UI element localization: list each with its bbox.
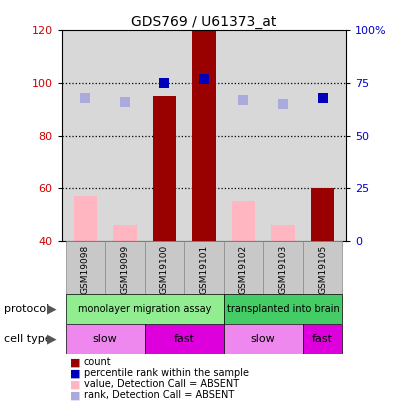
Bar (66, 241, 105, 294)
Text: value, Detection Call = ABSENT: value, Detection Call = ABSENT (84, 379, 239, 389)
Text: ■: ■ (70, 379, 80, 389)
Title: GDS769 / U61373_at: GDS769 / U61373_at (131, 15, 277, 29)
Text: slow: slow (93, 334, 117, 344)
Bar (224, 294, 342, 324)
Bar (105, 241, 145, 294)
Text: count: count (84, 358, 111, 367)
Bar (145, 241, 184, 294)
Bar (113, 225, 137, 241)
Bar (74, 196, 97, 241)
Bar (224, 324, 303, 354)
Bar (184, 241, 224, 294)
Text: cell type: cell type (4, 334, 52, 344)
Bar (224, 241, 263, 294)
Text: monolayer migration assay: monolayer migration assay (78, 304, 211, 314)
Bar (66, 294, 224, 324)
Bar (263, 241, 303, 294)
Text: slow: slow (251, 334, 276, 344)
Text: ▶: ▶ (47, 333, 57, 346)
Text: fast: fast (312, 334, 333, 344)
Text: GSM19103: GSM19103 (279, 245, 287, 294)
Bar (152, 96, 176, 241)
Text: GSM19100: GSM19100 (160, 245, 169, 294)
Text: ■: ■ (70, 390, 80, 400)
Text: ■: ■ (70, 369, 80, 378)
Text: GSM19105: GSM19105 (318, 245, 327, 294)
Bar (232, 201, 256, 241)
Text: transplanted into brain: transplanted into brain (226, 304, 339, 314)
Bar (303, 241, 342, 294)
Bar (271, 225, 295, 241)
Text: ▶: ▶ (47, 302, 57, 315)
Bar (66, 324, 145, 354)
Bar (303, 324, 342, 354)
Text: fast: fast (174, 334, 195, 344)
Bar (192, 30, 216, 241)
Text: percentile rank within the sample: percentile rank within the sample (84, 369, 249, 378)
Text: GSM19099: GSM19099 (121, 245, 129, 294)
Text: rank, Detection Call = ABSENT: rank, Detection Call = ABSENT (84, 390, 234, 400)
Bar (145, 324, 224, 354)
Bar (311, 188, 334, 241)
Text: protocol: protocol (4, 304, 49, 314)
Text: GSM19098: GSM19098 (81, 245, 90, 294)
Text: GSM19101: GSM19101 (199, 245, 209, 294)
Text: ■: ■ (70, 358, 80, 367)
Text: GSM19102: GSM19102 (239, 245, 248, 294)
